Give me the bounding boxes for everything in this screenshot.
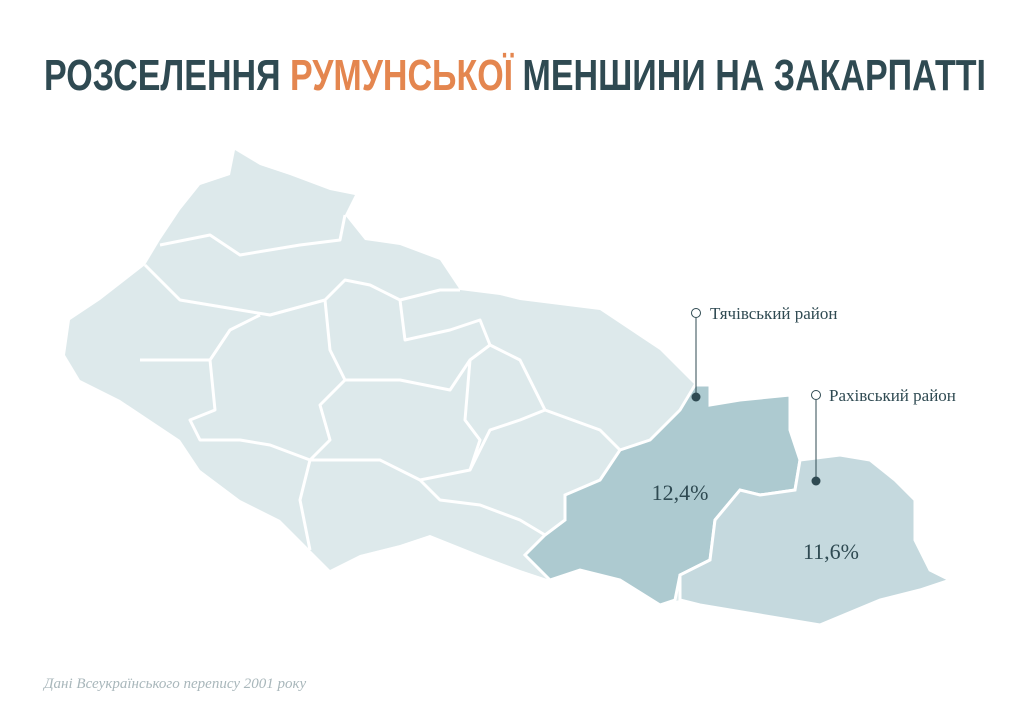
source-note: Дані Всеукраїнського перепису 2001 року [42,676,307,692]
district-region [522,383,802,607]
title-start: РОЗСЕЛЕННЯ [44,51,281,100]
title-accent: РУМУНСЬКОЇ [290,51,515,100]
district-borders [140,214,622,551]
region-name: Рахівський район [829,386,956,405]
callout-dot [811,476,821,486]
callout-ring [691,308,701,318]
title-end: МЕНШИНИ НА ЗАКАРПАТТІ [523,51,986,100]
region-value: 12,4% [652,480,709,505]
callout-dot [691,392,701,402]
region-name: Тячівський район [710,304,838,323]
district-region [678,453,954,627]
callout-ring [811,390,821,400]
region-value: 11,6% [803,539,859,564]
title: РОЗСЕЛЕННЯ РУМУНСЬКОЇ МЕНШИНИ НА ЗАКАРПА… [44,51,986,100]
